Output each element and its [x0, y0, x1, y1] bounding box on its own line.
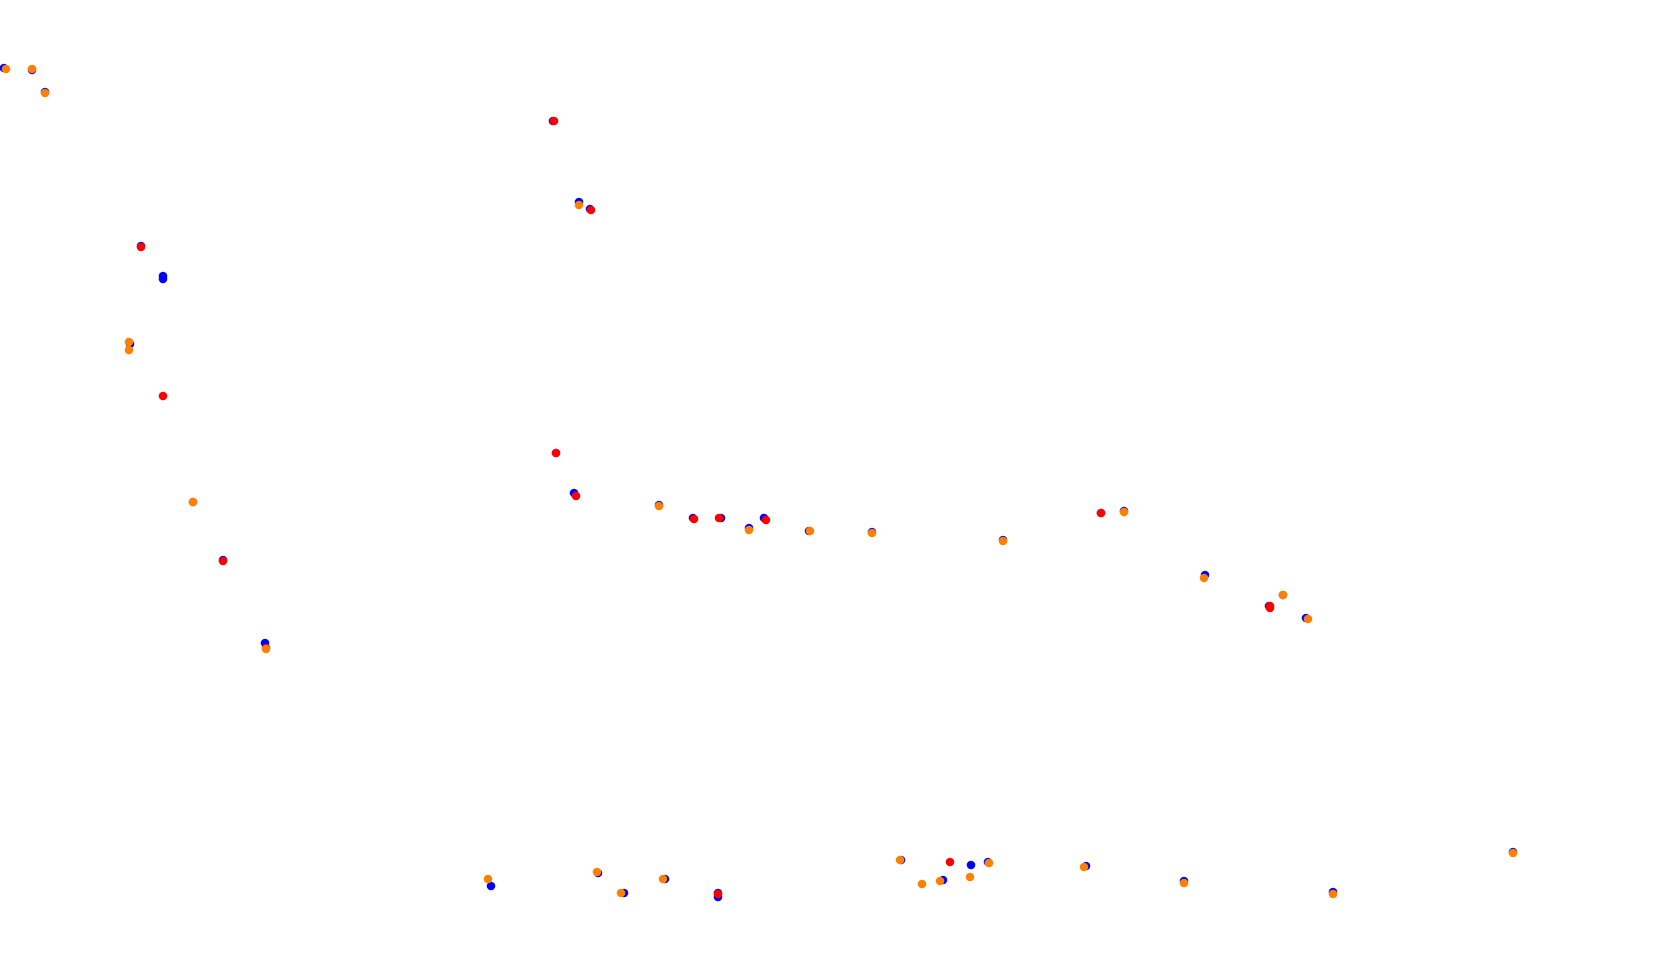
scatter-point-s1-7: [586, 205, 596, 215]
scatter-point-s1-11: [945, 857, 955, 867]
scatter-point-s2-5: [188, 497, 198, 507]
scatter-point-s2-28: [1119, 507, 1129, 517]
scatter-point-s2-22: [935, 876, 945, 886]
scatter-point-s2-0: [1, 64, 11, 74]
scatter-point-s2-2: [40, 88, 50, 98]
scatter-point-s2-3: [124, 345, 134, 355]
scatter-point-s1-12: [1096, 508, 1106, 518]
points-layer: [0, 63, 1518, 902]
scatter-point-s2-23: [965, 872, 975, 882]
scatter-point-s2-10: [658, 874, 668, 884]
scatter-point-s2-6: [261, 644, 271, 654]
scatter-point-s2-18: [654, 501, 664, 511]
scatter-point-s2-8: [592, 867, 602, 877]
scatter-point-s0-12: [486, 881, 496, 891]
scatter-point-s2-24: [984, 858, 994, 868]
scatter-point-s2-17: [1508, 848, 1518, 858]
scatter-point-s2-4: [124, 337, 134, 347]
scatter-point-s1-4: [551, 448, 561, 458]
scatter-point-s1-5: [571, 491, 581, 501]
scatter-point-s1-1: [158, 391, 168, 401]
scatter-point-s2-16: [1328, 889, 1338, 899]
scatter-point-s2-25: [1199, 573, 1209, 583]
scatter-point-s2-14: [1079, 862, 1089, 872]
scatter-point-s2-13: [998, 536, 1008, 546]
scatter-point-s2-21: [917, 879, 927, 889]
scatter-point-s2-15: [1179, 878, 1189, 888]
scatter-point-s2-26: [1278, 590, 1288, 600]
scatter-point-s2-27: [1303, 614, 1313, 624]
scatter-point-s2-12: [867, 528, 877, 538]
scatter-point-s0-20: [966, 860, 976, 870]
scatter-point-s1-2: [218, 556, 228, 566]
scatter-point-s0-5: [158, 274, 168, 284]
scatter-point-s1-9: [714, 513, 724, 523]
scatter-point-s2-11: [805, 526, 815, 536]
scatter-point-s1-14: [1265, 603, 1275, 613]
scatter-point-s1-10: [761, 515, 771, 525]
scatter-point-s2-7: [483, 874, 493, 884]
scatter-point-s1-6: [549, 116, 559, 126]
scatter-point-s2-19: [744, 525, 754, 535]
scatter-point-s2-29: [574, 200, 584, 210]
scatter-point-s2-20: [895, 855, 905, 865]
scatter-point-s1-15: [713, 889, 723, 899]
scatter-point-s1-0: [136, 242, 146, 252]
scatter-point-s2-9: [616, 888, 626, 898]
scatter-point-s2-1: [27, 64, 37, 74]
scatter-point-s1-8: [689, 514, 699, 524]
